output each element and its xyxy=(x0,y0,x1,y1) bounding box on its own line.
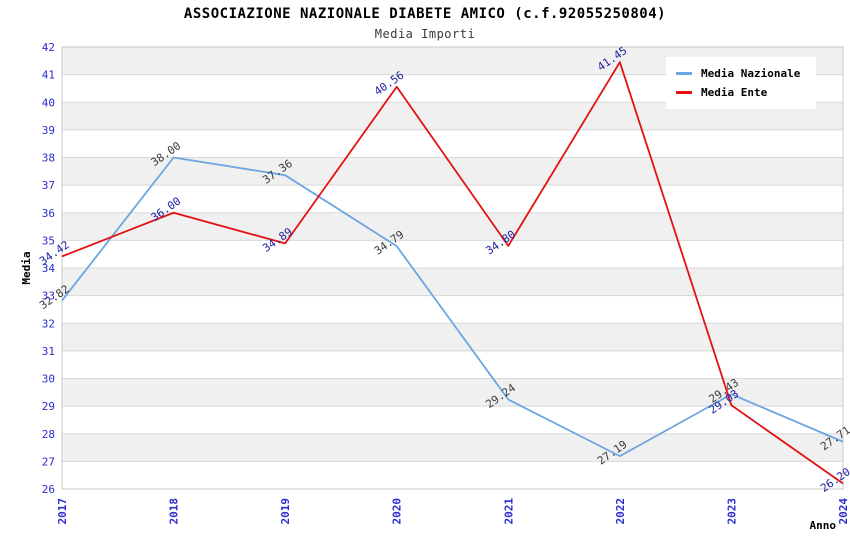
x-tick-label: 2018 xyxy=(168,498,181,525)
y-tick-label: 38 xyxy=(42,152,55,165)
y-tick-label: 35 xyxy=(42,234,55,247)
legend-label-media-ente: Media Ente xyxy=(701,86,768,99)
x-tick-label: 2019 xyxy=(279,498,292,525)
y-tick-label: 27 xyxy=(42,455,55,468)
chart-title: ASSOCIAZIONE NAZIONALE DIABETE AMICO (c.… xyxy=(183,6,667,22)
x-tick-label: 2020 xyxy=(391,498,404,525)
x-tick-label: 2022 xyxy=(614,498,627,525)
x-tick-label: 2024 xyxy=(837,498,850,525)
chart-subtitle: Media Importi xyxy=(374,27,476,41)
y-tick-label: 30 xyxy=(42,373,55,386)
y-tick-label: 28 xyxy=(42,428,55,441)
y-tick-label: 31 xyxy=(42,345,55,358)
y-tick-label: 33 xyxy=(42,290,55,303)
plot-band xyxy=(62,157,843,186)
y-tick-label: 34 xyxy=(42,262,56,275)
y-tick-label: 39 xyxy=(42,124,55,137)
x-tick-label: 2021 xyxy=(502,498,515,525)
legend: Media Nazionale Media Ente xyxy=(666,57,816,109)
y-tick-label: 36 xyxy=(42,207,55,220)
plot-band xyxy=(62,433,843,462)
plot-band xyxy=(62,378,843,407)
series-line-media-nazionale xyxy=(61,156,844,458)
legend-swatch-media-ente xyxy=(676,91,692,94)
legend-item-media-ente: Media Ente xyxy=(676,83,808,102)
legend-item-media-nazionale: Media Nazionale xyxy=(676,64,808,83)
y-tick-label: 41 xyxy=(42,69,55,82)
plot-band xyxy=(62,212,843,241)
y-tick-label: 26 xyxy=(42,483,55,496)
x-axis-title: Anno xyxy=(810,519,837,532)
x-tick-label: 2017 xyxy=(56,498,69,525)
y-tick-label: 32 xyxy=(42,317,55,330)
y-axis-title: Media xyxy=(20,251,33,284)
x-tick-label: 2023 xyxy=(725,498,738,525)
y-tick-label: 40 xyxy=(42,96,55,109)
plot-band xyxy=(62,268,843,296)
plot-band xyxy=(62,323,843,351)
y-tick-label: 37 xyxy=(42,179,55,192)
plot-border xyxy=(61,46,844,490)
legend-swatch-media-nazionale xyxy=(676,72,692,75)
y-tick-label: 42 xyxy=(42,41,55,54)
series-line-media-ente xyxy=(61,61,844,485)
y-tick-label: 29 xyxy=(42,400,55,413)
legend-label-media-nazionale: Media Nazionale xyxy=(701,67,801,80)
